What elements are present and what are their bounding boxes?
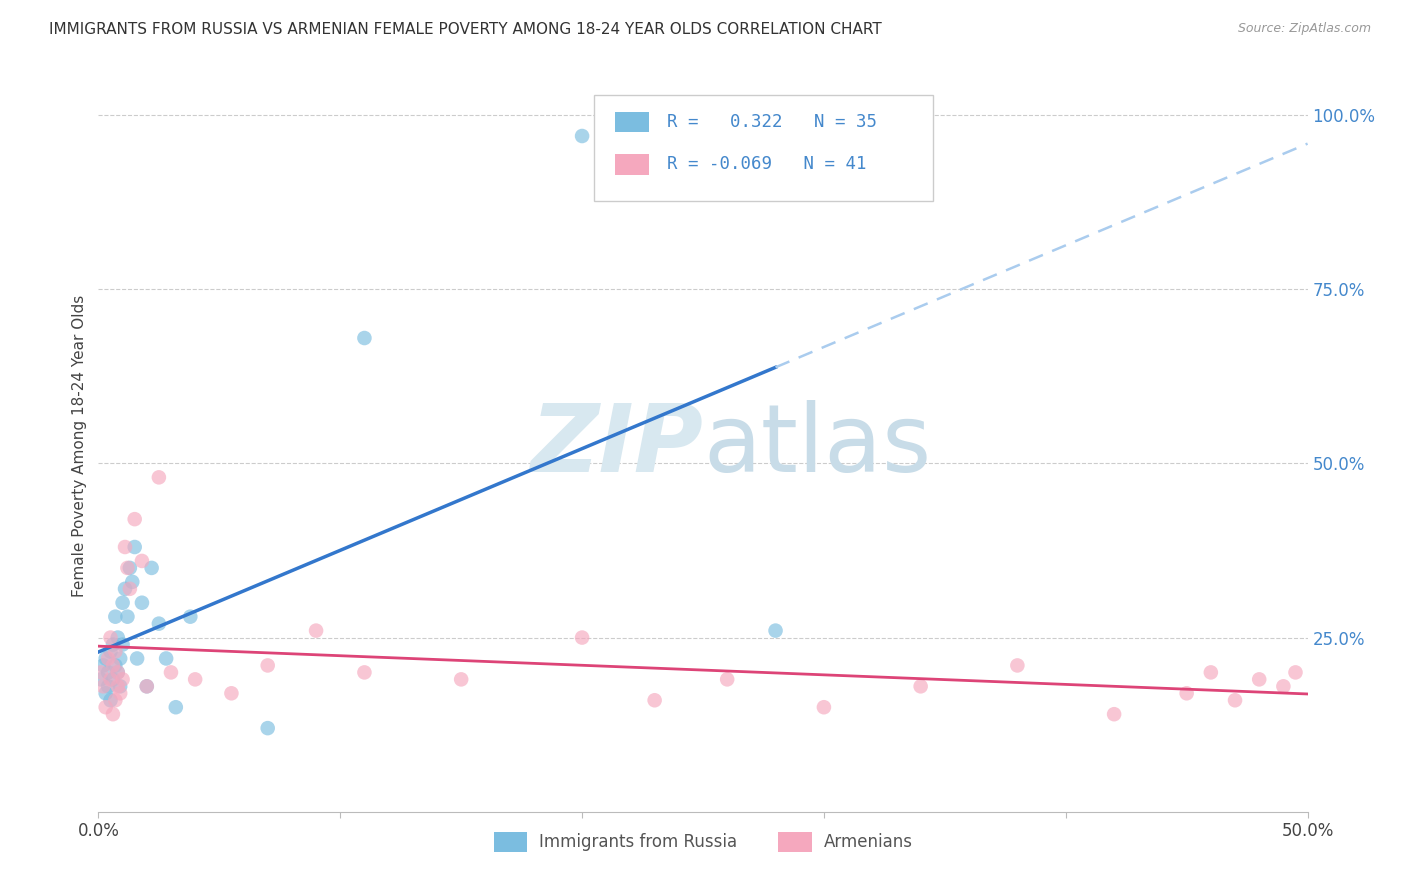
Point (90, 665, 112, 680)
Y-axis label: Female Poverty Among 18-24 Year Olds: Female Poverty Among 18-24 Year Olds (72, 295, 87, 597)
Point (111, 673, 134, 687)
Text: Source: ZipAtlas.com: Source: ZipAtlas.com (1237, 22, 1371, 36)
Point (104, 609, 127, 624)
Point (118, 582, 141, 596)
Point (97, 665, 120, 680)
Point (141, 561, 163, 575)
Point (184, 673, 207, 687)
Point (118, 561, 141, 575)
Point (910, 679, 932, 693)
Point (1272, 679, 1295, 693)
Point (111, 638, 134, 652)
Point (108, 686, 131, 700)
FancyBboxPatch shape (614, 154, 648, 175)
Point (100, 644, 122, 658)
Point (450, 673, 472, 687)
Point (108, 651, 131, 665)
Text: R = -0.069   N = 41: R = -0.069 N = 41 (666, 155, 866, 173)
Point (127, 651, 149, 665)
Point (165, 700, 187, 714)
Point (90, 673, 112, 687)
Point (813, 700, 835, 714)
Point (765, 624, 787, 638)
Point (107, 665, 129, 680)
Point (179, 609, 201, 624)
Point (716, 673, 738, 687)
FancyBboxPatch shape (614, 112, 648, 132)
Point (97, 679, 120, 693)
Point (160, 665, 183, 680)
Point (353, 331, 375, 345)
Point (305, 624, 328, 638)
Point (91, 679, 114, 693)
Point (1249, 673, 1271, 687)
Point (121, 574, 143, 589)
Point (94, 651, 117, 665)
Point (107, 665, 129, 680)
Point (100, 693, 122, 707)
Text: R =   0.322   N = 35: R = 0.322 N = 35 (666, 113, 877, 131)
Point (135, 679, 157, 693)
Point (104, 644, 127, 658)
Point (108, 679, 131, 693)
Text: atlas: atlas (703, 400, 931, 492)
Point (117, 561, 139, 575)
Point (101, 658, 124, 673)
Point (101, 638, 124, 652)
Point (117, 609, 139, 624)
Point (1175, 686, 1198, 700)
Point (131, 596, 153, 610)
Point (100, 631, 122, 645)
Point (107, 679, 129, 693)
Point (1223, 693, 1246, 707)
Point (131, 554, 153, 568)
Point (104, 693, 127, 707)
Point (644, 693, 666, 707)
Point (114, 582, 136, 596)
FancyBboxPatch shape (595, 95, 932, 201)
Point (256, 658, 278, 673)
Point (94, 686, 117, 700)
Point (148, 616, 170, 631)
Point (114, 540, 136, 554)
Point (221, 686, 243, 700)
Text: IMMIGRANTS FROM RUSSIA VS ARMENIAN FEMALE POVERTY AMONG 18-24 YEAR OLDS CORRELAT: IMMIGRANTS FROM RUSSIA VS ARMENIAN FEMAL… (49, 22, 882, 37)
Point (1284, 665, 1306, 680)
Text: ZIP: ZIP (530, 400, 703, 492)
Point (97, 651, 120, 665)
Point (91, 658, 114, 673)
Point (155, 651, 177, 665)
Point (124, 540, 146, 554)
Point (124, 512, 146, 526)
Point (256, 721, 278, 735)
Legend: Immigrants from Russia, Armenians: Immigrants from Russia, Armenians (486, 826, 920, 858)
Point (1199, 665, 1222, 680)
Point (111, 596, 134, 610)
Point (100, 673, 122, 687)
Point (1007, 658, 1029, 673)
Point (1102, 707, 1125, 722)
Point (135, 679, 157, 693)
Point (104, 658, 127, 673)
Point (101, 673, 124, 687)
Point (101, 707, 124, 722)
Point (353, 665, 375, 680)
Point (571, 631, 593, 645)
Point (107, 631, 129, 645)
Point (94, 700, 117, 714)
Point (148, 470, 170, 484)
Point (571, 128, 593, 143)
